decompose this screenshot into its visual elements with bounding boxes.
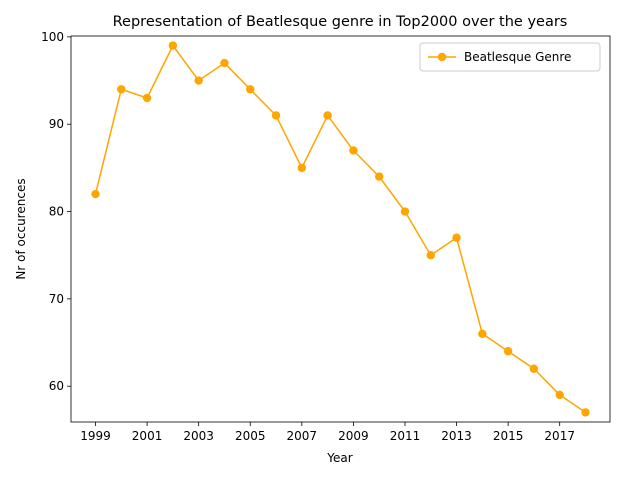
data-point [374, 172, 384, 181]
y-tick-label: 80 [49, 205, 64, 219]
x-tick-label: 2003 [183, 429, 214, 443]
data-point [452, 233, 461, 242]
data-point [117, 85, 126, 94]
data-point [478, 329, 487, 338]
x-tick-label: 2005 [235, 429, 266, 443]
plot-area: 1999 2001 2003 2005 2007 2009 2011 2013 2015 2017… [41, 30, 611, 443]
data-point [91, 189, 100, 199]
data-point [271, 111, 281, 120]
axes-frame [70, 35, 611, 423]
data-point [529, 364, 539, 373]
data-point [142, 93, 152, 103]
y-axis-title: Nr of occurences [14, 178, 28, 279]
x-tick-label: 2009 [338, 429, 369, 443]
x-tick-label: 2001 [132, 429, 163, 443]
y-tick-label: 60 [49, 379, 64, 393]
data-point [297, 163, 307, 173]
data-point [323, 111, 332, 120]
legend-box [419, 42, 601, 72]
x-tick-label: 1999 [80, 429, 111, 443]
data-point [503, 347, 513, 356]
y-tick-label: 90 [49, 117, 64, 131]
chart-title: Representation of Beatlesque genre in To… [113, 14, 568, 30]
x-tick-label: 2013 [441, 429, 472, 443]
y-tick-label: 100 [41, 30, 64, 44]
data-point [581, 408, 590, 417]
x-tick-label: 2015 [493, 429, 524, 443]
legend: Beatlesque Genre [419, 42, 601, 72]
y-tick-label: 70 [49, 292, 64, 306]
x-axis-title: Year [326, 451, 352, 465]
legend-label: Beatlesque Genre [464, 50, 571, 64]
data-point [426, 250, 435, 260]
data-point [246, 85, 255, 94]
data-point [400, 207, 410, 216]
legend-marker [437, 52, 447, 62]
data-point [194, 76, 203, 85]
series-line [94, 44, 586, 414]
data-point [168, 41, 178, 50]
x-tick-label: 2011 [390, 429, 421, 443]
data-point [555, 390, 564, 400]
data-point [349, 146, 358, 155]
data-point [220, 58, 229, 68]
x-tick-label: 2007 [287, 429, 318, 443]
x-tick-label: 2017 [544, 429, 575, 443]
